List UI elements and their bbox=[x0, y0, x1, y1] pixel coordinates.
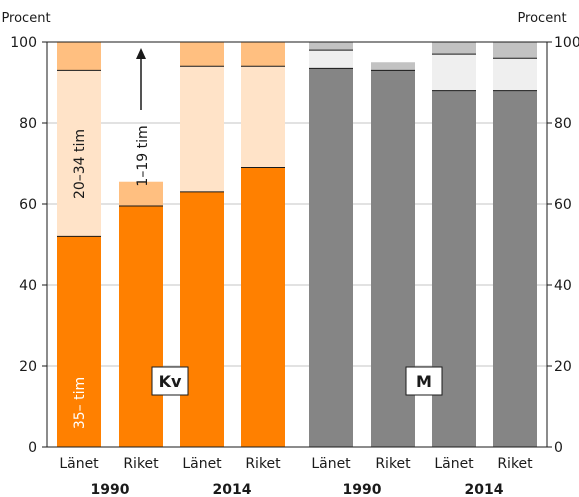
x-category-label: Länet bbox=[311, 456, 351, 472]
y-axis-unit-left: Procent bbox=[1, 11, 50, 26]
bar-segment bbox=[57, 42, 101, 71]
y-tick-label-left: 100 bbox=[10, 35, 37, 51]
group-label-box bbox=[151, 366, 189, 396]
y-axis-unit-right: Procent bbox=[517, 11, 566, 26]
x-year-label: 2014 bbox=[213, 482, 252, 497]
bar-segment bbox=[432, 42, 476, 55]
y-tick-label-left: 60 bbox=[19, 197, 37, 213]
y-tick-label-left: 20 bbox=[19, 359, 37, 375]
y-tick-label-left: 0 bbox=[28, 440, 37, 456]
bar-segment bbox=[57, 236, 101, 447]
series-label-20-34: 20–34 tim bbox=[72, 129, 88, 199]
bar-segment bbox=[432, 54, 476, 91]
y-tick-label-right: 60 bbox=[554, 197, 572, 213]
arrow-head bbox=[136, 48, 146, 59]
bar-segment bbox=[309, 50, 353, 69]
bar-segment bbox=[180, 66, 224, 192]
bar-segment bbox=[119, 181, 163, 207]
x-category-label: Länet bbox=[182, 456, 222, 472]
bar-segment bbox=[309, 68, 353, 447]
group-label: Kv bbox=[159, 372, 182, 391]
y-tick-label-right: 80 bbox=[554, 116, 572, 132]
x-category-label: Riket bbox=[123, 456, 159, 472]
annotations: Kv M 35– tim 20–34 tim 1–19 tim bbox=[72, 48, 443, 429]
bar-segment bbox=[309, 42, 353, 51]
group-label-box bbox=[405, 366, 443, 396]
bar-segment bbox=[371, 62, 415, 71]
x-year-label: 2014 bbox=[465, 482, 504, 497]
y-tick-label-right: 40 bbox=[554, 278, 572, 294]
y-tick-label-left: 40 bbox=[19, 278, 37, 294]
bar-segment bbox=[241, 167, 285, 448]
x-year-label: 1990 bbox=[343, 482, 382, 497]
bar-segment bbox=[180, 42, 224, 67]
y-tick-label-right: 20 bbox=[554, 359, 572, 375]
bar-segment bbox=[241, 66, 285, 168]
bar-segment bbox=[493, 42, 537, 59]
x-year-label: 1990 bbox=[91, 482, 130, 497]
y-tick-label-right: 0 bbox=[554, 440, 563, 456]
x-category-label: Riket bbox=[245, 456, 281, 472]
bar-segment bbox=[493, 90, 537, 447]
bar-segment bbox=[119, 206, 163, 447]
x-axis-labels: Länet Riket Länet Riket Länet Riket Länet Riket… bbox=[59, 456, 533, 497]
y-tick-label-right: 100 bbox=[554, 35, 579, 51]
series-label-1-19: 1–19 tim bbox=[135, 125, 151, 186]
bar-segment bbox=[180, 191, 224, 447]
x-category-label: Länet bbox=[434, 456, 474, 472]
group-label: M bbox=[416, 372, 432, 391]
plot-border bbox=[46, 41, 548, 448]
plot-frame bbox=[46, 41, 548, 448]
axis-ticks: 0 0 20 20 40 40 60 60 80 80 100 100 bbox=[10, 35, 579, 456]
x-category-label: Riket bbox=[497, 456, 533, 472]
x-category-label: Riket bbox=[375, 456, 411, 472]
bars bbox=[57, 42, 537, 448]
x-category-label: Länet bbox=[59, 456, 99, 472]
y-tick-label-left: 80 bbox=[19, 116, 37, 132]
bar-segment bbox=[57, 70, 101, 237]
bar-segment bbox=[493, 58, 537, 91]
bar-segment bbox=[241, 42, 285, 67]
series-label-35: 35– tim bbox=[72, 377, 88, 429]
